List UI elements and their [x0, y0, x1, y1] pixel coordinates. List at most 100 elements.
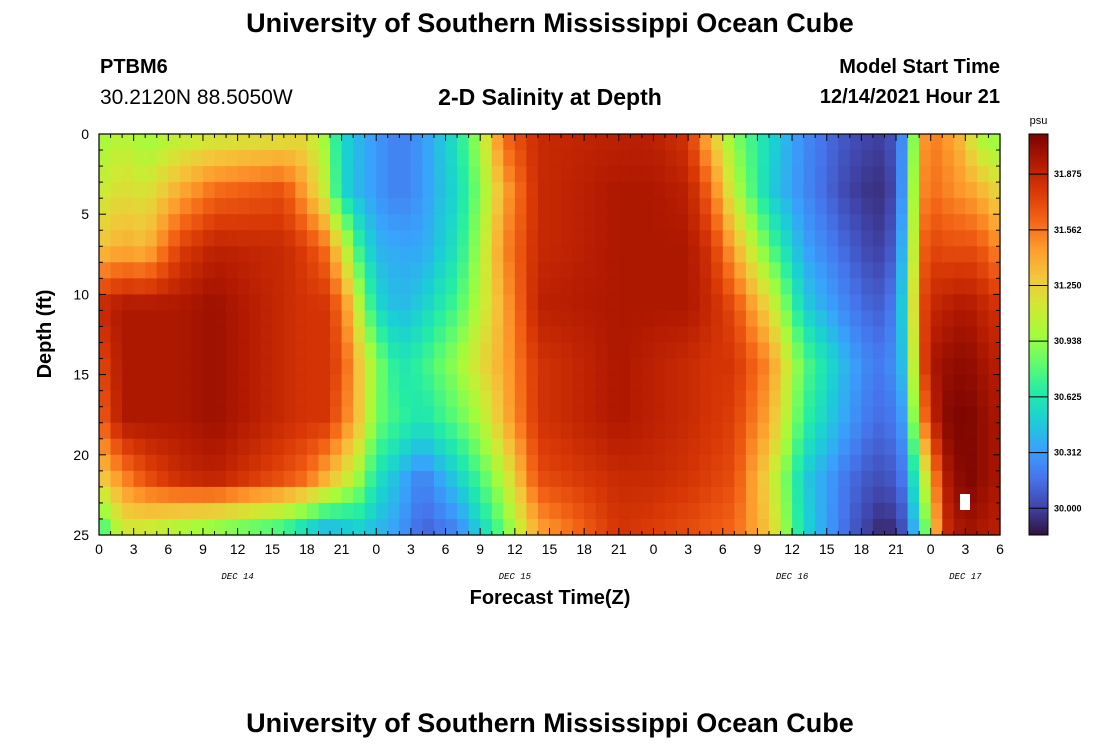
heatmap-cell [665, 518, 678, 536]
heatmap-cell [318, 438, 331, 456]
heatmap-cell [330, 150, 343, 167]
heatmap-cell [318, 134, 331, 151]
heatmap-cell [630, 198, 643, 215]
heatmap-cell [768, 486, 782, 504]
heatmap-cell [711, 246, 724, 263]
heatmap-cell [572, 390, 585, 408]
heatmap-cell [665, 310, 678, 328]
heatmap-cell [318, 166, 331, 183]
heatmap-cell [688, 422, 701, 440]
heatmap-cell [734, 470, 747, 488]
heatmap-cell [364, 246, 377, 263]
heatmap-cell [330, 390, 343, 408]
heatmap-cell [815, 198, 828, 215]
heatmap-cell [445, 470, 458, 488]
heatmap-cell [630, 358, 643, 376]
heatmap-cell [965, 518, 978, 536]
heatmap-cell [156, 406, 169, 424]
heatmap-cell [260, 374, 273, 392]
heatmap-cell [457, 134, 470, 151]
heatmap-cell [468, 198, 481, 215]
heatmap-cell [711, 422, 724, 440]
heatmap-cell [618, 310, 631, 328]
heatmap-cell [722, 230, 735, 247]
heatmap-cell [838, 246, 851, 263]
heatmap-cell [445, 262, 458, 279]
heatmap-cell [815, 438, 828, 456]
heatmap-cell [919, 422, 932, 440]
heatmap-cell [976, 422, 990, 440]
heatmap-cell [745, 166, 759, 183]
heatmap-cell [214, 406, 227, 424]
heatmap-cell [145, 358, 158, 376]
heatmap-cell [306, 262, 320, 279]
heatmap-cell [584, 278, 597, 295]
heatmap-cell [699, 246, 712, 263]
heatmap-cell [537, 182, 551, 199]
heatmap-cell [722, 198, 735, 215]
heatmap-cell [364, 294, 377, 312]
heatmap-cell [376, 150, 389, 167]
heatmap-cell [330, 246, 343, 263]
heatmap-cell [145, 342, 158, 360]
heatmap-cell [930, 406, 943, 424]
heatmap-cell [433, 358, 447, 376]
heatmap-cell [861, 246, 874, 263]
heatmap-cell [260, 502, 273, 520]
heatmap-cell [480, 406, 493, 424]
heatmap-cell [826, 486, 839, 504]
heatmap-cell [861, 342, 874, 360]
heatmap-cell [803, 134, 816, 151]
heatmap-cell [156, 342, 169, 360]
heatmap-cell [665, 214, 678, 231]
heatmap-cell [537, 310, 551, 328]
chart-title: 2-D Salinity at Depth [438, 84, 662, 110]
heatmap-cell [976, 406, 990, 424]
heatmap-cell [179, 422, 193, 440]
heatmap-cell [861, 358, 874, 376]
heatmap-cell [896, 182, 909, 199]
heatmap-cell [202, 278, 216, 295]
heatmap-cell [711, 326, 724, 344]
heatmap-cell [260, 198, 273, 215]
heatmap-cell [988, 518, 1001, 536]
heatmap-cell [110, 486, 123, 504]
heatmap-cell [353, 454, 366, 472]
heatmap-cell [722, 278, 735, 295]
heatmap-cell [179, 182, 193, 199]
heatmap-cell [768, 150, 782, 167]
heatmap-cell [815, 518, 828, 536]
heatmap-cell [399, 326, 412, 344]
heatmap-cell [306, 374, 320, 392]
heatmap-cell [584, 502, 597, 520]
heatmap-cell [722, 326, 735, 344]
heatmap-cell [422, 166, 435, 183]
heatmap-cell [768, 134, 782, 151]
heatmap-cell [202, 422, 216, 440]
heatmap-cell [745, 470, 759, 488]
heatmap-cell [179, 134, 193, 151]
heatmap-cell [283, 374, 296, 392]
heatmap-cell [699, 374, 712, 392]
heatmap-cell [965, 294, 978, 312]
heatmap-cell [514, 230, 527, 247]
heatmap-cell [191, 390, 204, 408]
heatmap-cell [330, 326, 343, 344]
heatmap-cell [237, 374, 250, 392]
heatmap-cell [930, 454, 943, 472]
heatmap-cell [122, 518, 135, 536]
heatmap-cell [768, 326, 782, 344]
heatmap-cell [491, 230, 504, 247]
heatmap-cell [584, 310, 597, 328]
heatmap-cell [884, 262, 897, 279]
heatmap-cell [133, 438, 146, 456]
heatmap-cell [930, 262, 943, 279]
heatmap-cell [214, 438, 227, 456]
heatmap-cell [722, 358, 735, 376]
heatmap-cell [110, 134, 123, 151]
heatmap-cell [745, 438, 759, 456]
heatmap-cell [145, 422, 158, 440]
x-tick-label: 15 [264, 541, 280, 557]
heatmap-cell [607, 454, 620, 472]
heatmap-cell [561, 278, 574, 295]
